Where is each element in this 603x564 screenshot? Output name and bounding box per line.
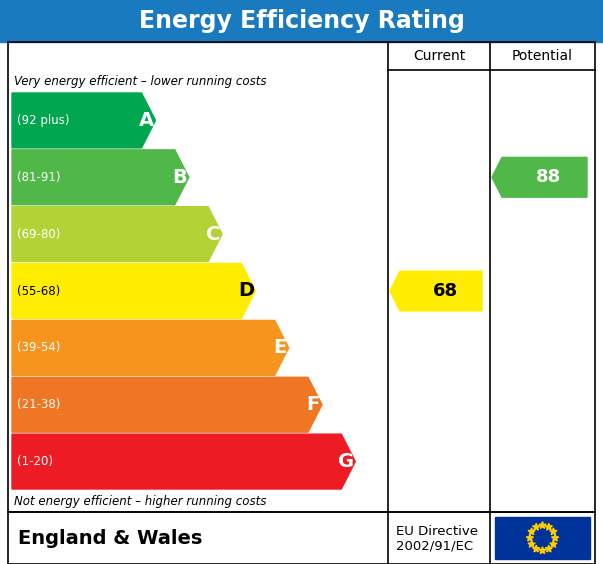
Polygon shape [545, 523, 552, 530]
Polygon shape [552, 534, 559, 541]
Text: A: A [139, 111, 154, 130]
Polygon shape [545, 545, 552, 552]
Polygon shape [12, 207, 222, 262]
Polygon shape [12, 377, 322, 432]
Text: (39-54): (39-54) [17, 341, 60, 354]
Text: 68: 68 [432, 282, 458, 300]
Polygon shape [528, 528, 535, 535]
Text: Potential: Potential [512, 49, 573, 63]
Polygon shape [12, 320, 289, 375]
Text: (92 plus): (92 plus) [17, 114, 69, 127]
Text: 2002/91/EC: 2002/91/EC [396, 539, 473, 552]
Polygon shape [12, 263, 256, 319]
Polygon shape [539, 547, 546, 554]
Text: England & Wales: England & Wales [18, 528, 203, 548]
Polygon shape [532, 545, 540, 552]
Text: Energy Efficiency Rating: Energy Efficiency Rating [139, 9, 464, 33]
Text: Current: Current [413, 49, 465, 63]
Polygon shape [12, 93, 156, 148]
Text: (69-80): (69-80) [17, 228, 60, 241]
Polygon shape [532, 523, 540, 530]
Text: (21-38): (21-38) [17, 398, 60, 411]
Polygon shape [528, 540, 535, 547]
Bar [495, 517, 590, 559]
Polygon shape [550, 528, 557, 535]
Polygon shape [12, 434, 355, 489]
Text: Very energy efficient – lower running costs: Very energy efficient – lower running co… [14, 74, 267, 87]
Text: C: C [206, 224, 220, 244]
Polygon shape [539, 522, 546, 528]
Bar [0, 0, 603, 42]
Polygon shape [492, 157, 587, 197]
Text: (81-91): (81-91) [17, 171, 60, 184]
Text: (55-68): (55-68) [17, 284, 60, 297]
Polygon shape [390, 271, 482, 311]
Polygon shape [550, 540, 557, 547]
Bar [8, 42, 595, 512]
Text: E: E [273, 338, 286, 358]
Text: G: G [338, 452, 355, 471]
Text: D: D [238, 281, 254, 301]
Text: F: F [306, 395, 320, 414]
Bar [8, 512, 595, 564]
Polygon shape [12, 150, 189, 205]
Text: B: B [172, 168, 187, 187]
Polygon shape [526, 534, 534, 541]
Text: EU Directive: EU Directive [396, 525, 478, 538]
Text: Not energy efficient – higher running costs: Not energy efficient – higher running co… [14, 495, 267, 508]
Text: 88: 88 [536, 168, 561, 186]
Text: (1-20): (1-20) [17, 455, 53, 468]
